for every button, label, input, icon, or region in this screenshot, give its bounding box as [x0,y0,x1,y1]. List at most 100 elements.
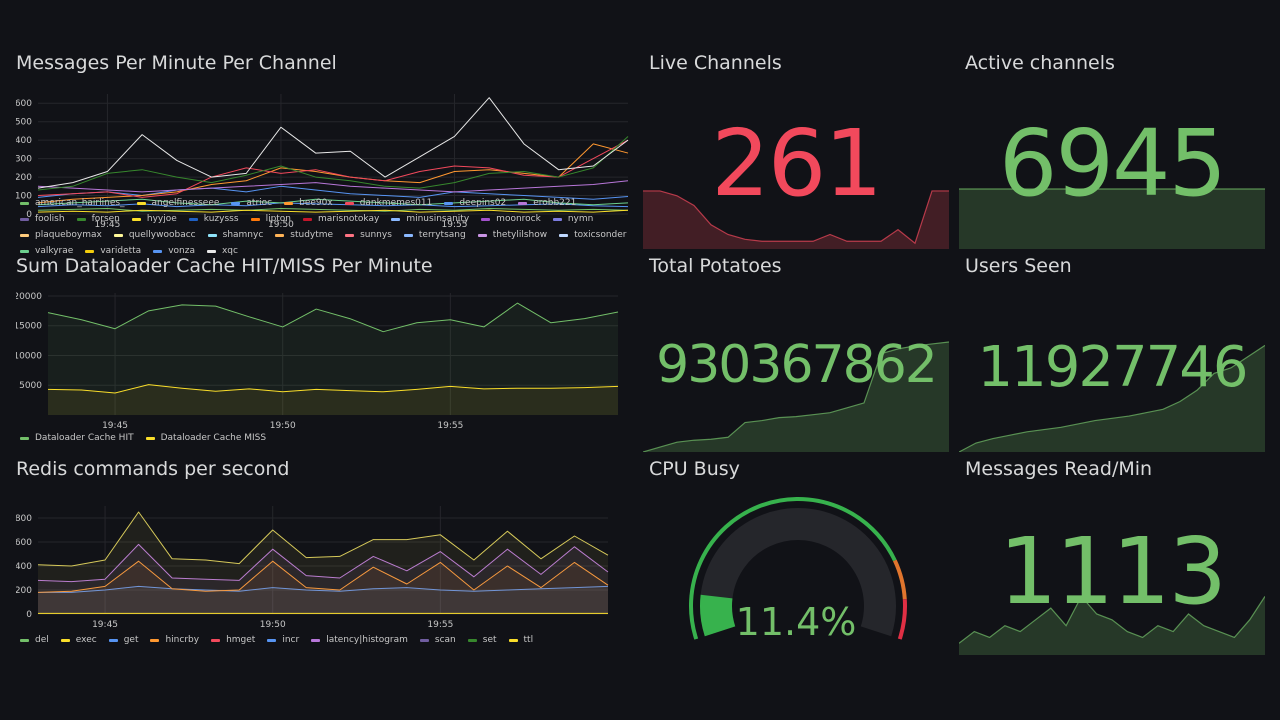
legend-item[interactable]: hyyjoe [131,214,177,224]
sparkline-line [959,344,1265,452]
legend-label: lipton [265,214,292,224]
legend-item[interactable]: thetylilshow [477,230,548,240]
legend-item[interactable]: forsen [76,214,120,224]
legend-item[interactable]: scan [419,635,456,645]
sparkline-line [643,190,949,245]
legend-item[interactable]: plaqueboymax [20,230,102,240]
legend-item[interactable]: kuzysss [188,214,239,224]
y-tick-label: 0 [26,610,32,620]
legend-item[interactable]: Dataloader Cache HIT [20,433,134,443]
sparkline-area [643,342,949,452]
legend-item[interactable]: latency|histogram [311,635,408,645]
legend-item[interactable]: quellywoobacc [113,230,196,240]
legend-swatch [518,201,528,205]
users-seen-value: 11927746 [977,335,1248,400]
legend-item[interactable]: moonrock [481,214,541,224]
legend-item[interactable]: incr [267,635,299,645]
series-line [37,209,629,213]
legend-swatch [552,217,562,221]
sparkline-line [959,595,1265,644]
series-line [37,136,629,191]
legend-item[interactable]: erobb221 [518,198,576,208]
legend-swatch [231,201,241,205]
y-tick-label: 800 [16,514,32,524]
legend-item[interactable]: hmget [211,635,255,645]
legend-swatch [60,638,70,642]
legend-swatch [403,233,413,237]
legend-item[interactable]: bee90x [284,198,333,208]
messages-read-sparkline [959,595,1265,655]
legend-item[interactable]: marisnotokay [303,214,379,224]
y-tick-label: 10000 [16,351,42,361]
messages-chart: 0 100 200 300 400 500 600 19:45 19:50 19:55 [16,94,629,228]
legend-item[interactable]: Dataloader Cache MISS [145,433,266,443]
y-tick-label: 200 [16,586,32,596]
total-potatoes-title: Total Potatoes [649,255,782,277]
legend-item[interactable]: vonza [153,246,195,256]
x-tick-label: 19:45 [102,421,128,431]
sparkline-area [643,190,949,249]
legend-swatch [113,233,123,237]
legend-swatch [20,638,29,642]
legend-swatch [20,201,29,205]
legend-item[interactable]: sunnys [345,230,392,240]
y-tick-label: 500 [16,118,32,128]
legend-item[interactable]: ttl [508,635,534,645]
legend-item[interactable]: lipton [250,214,292,224]
dataloader-panel: Sum Dataloader Cache HIT/MISS Per Minute… [16,255,630,451]
y-tick-label: 15000 [16,322,42,332]
legend-label: plaqueboymax [35,230,102,240]
messages-panel-title: Messages Per Minute Per Channel [16,52,337,74]
legend-item[interactable]: nymn [552,214,593,224]
total-potatoes-panel: Total Potatoes 930367862 [643,255,949,452]
legend-item[interactable]: foolish [20,214,65,224]
legend-item[interactable]: varidetta [85,246,141,256]
legend-label: quellywoobacc [128,230,196,240]
x-tick-label: 19:55 [427,620,453,630]
series-line [37,180,629,193]
legend-item[interactable]: american_hairlines_ [20,198,125,208]
legend-label: ttl [523,635,534,645]
legend-item[interactable]: set [467,635,497,645]
x-tick-label: 19:55 [437,421,463,431]
sparkline-area [959,596,1265,655]
legend-swatch [20,217,29,221]
legend-item[interactable]: minusinsanity [391,214,469,224]
series-area [38,586,608,614]
legend-item[interactable]: deepins02 [444,198,506,208]
live-channels-panel: Live Channels 261 [643,52,949,249]
legend-swatch [145,436,155,440]
legend-label: terrytsang [418,230,466,240]
legend-swatch [20,249,29,253]
legend-label: thetylilshow [492,230,548,240]
legend-item[interactable]: atrioc [231,198,272,208]
cpu-busy-panel: CPU Busy 11.4% [643,458,949,655]
legend-swatch [419,638,429,642]
legend-item[interactable]: angelfinesseee [136,198,220,208]
messages-legend: american_hairlines_ angelfinesseee atrioc b… [20,198,630,256]
sparkline-area [959,189,1265,249]
legend-swatch [391,217,401,221]
legend-label: marisnotokay [318,214,380,224]
series-area [38,512,608,614]
legend-item[interactable]: hincrby [150,635,199,645]
legend-item[interactable]: toxicsonder [559,230,626,240]
legend-item[interactable]: valkyrae [20,246,73,256]
legend-item[interactable]: get [108,635,138,645]
series-line [37,139,629,198]
legend-item[interactable]: del [20,635,49,645]
legend-label: scan [434,635,456,645]
legend-item[interactable]: dankmemes011 [344,198,432,208]
redis-panel: Redis commands per second 0 200 400 600 800 1… [16,458,630,654]
legend-item[interactable]: shamnyc [207,230,263,240]
legend-item[interactable]: terrytsang [403,230,466,240]
legend-swatch [211,638,221,642]
legend-label: angelfinesseee [151,198,220,208]
legend-label: forsen [91,214,120,224]
messages-read-title: Messages Read/Min [965,458,1153,480]
legend-item[interactable]: studytme [275,230,333,240]
users-seen-title: Users Seen [965,255,1072,277]
legend-item[interactable]: exec [60,635,97,645]
legend-item[interactable]: xqc [206,246,238,256]
y-tick-label: 100 [16,192,32,202]
